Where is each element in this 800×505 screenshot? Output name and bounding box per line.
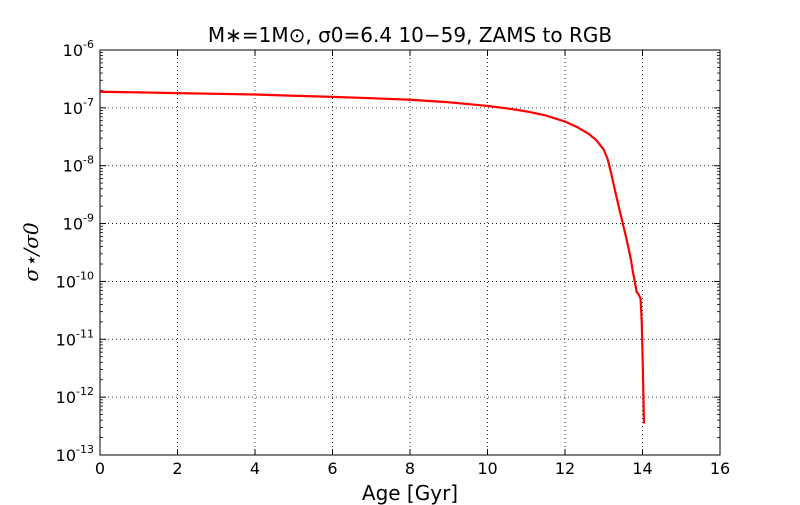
y-tick-label: 10-10 [56,269,94,291]
y-tick-label: 10-9 [63,212,94,234]
y-axis-label: σ⋆/σ0 [19,222,43,282]
y-tick-label: 10-6 [63,38,94,60]
y-tick-label: 10-11 [56,327,94,349]
y-tick-label: 10-8 [63,154,94,176]
x-tick-label: 14 [632,459,652,478]
x-axis-label: Age [Gyr] [362,481,458,505]
x-tick-label: 2 [172,459,182,478]
series-layer [99,90,646,424]
x-tick-label: 4 [250,459,260,478]
y-tick-label: 10-7 [63,96,94,118]
y-tick-label: 10-12 [56,385,94,407]
chart-title: M∗=1M⊙, σ0=6.4 10−59, ZAMS to RGB [208,23,612,47]
x-tick-label: 8 [405,459,415,478]
ticks: 0 2 4 6 8 10 12 14 16 10-13 10-12 10-11 10-10 10-9 10-… [56,38,731,478]
x-tick-label: 6 [327,459,337,478]
x-tick-label: 16 [710,459,730,478]
x-tick-label: 10 [477,459,497,478]
y-tick-label: 10-13 [56,443,94,465]
x-tick-label: 12 [555,459,575,478]
grid [100,50,720,455]
series-line [99,90,646,424]
x-tick-label: 0 [95,459,105,478]
